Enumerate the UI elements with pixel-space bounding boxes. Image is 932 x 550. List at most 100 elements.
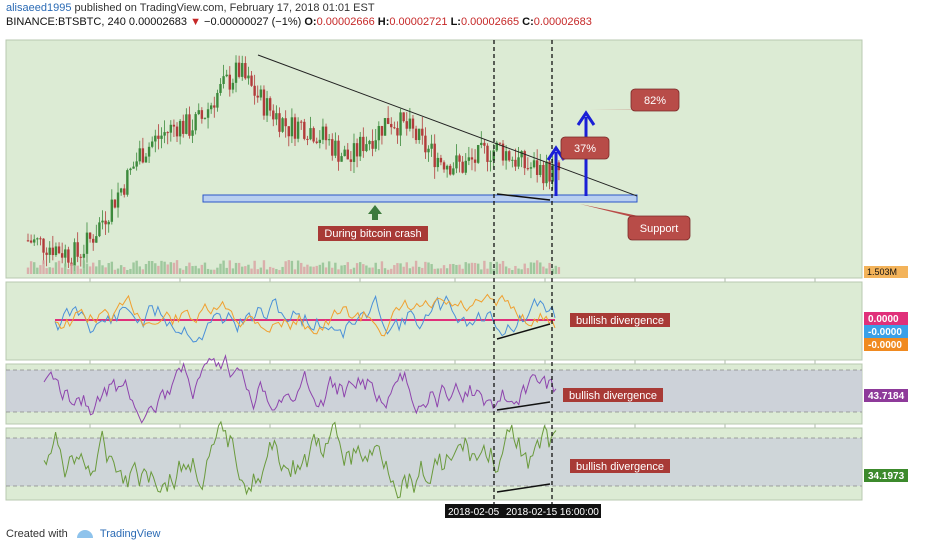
volume-bar <box>458 264 461 274</box>
volume-bar <box>147 260 151 274</box>
volume-bar <box>405 262 408 274</box>
candle-body <box>483 142 486 146</box>
volume-bar <box>318 264 322 274</box>
candle-body <box>421 128 424 136</box>
high-label: H: <box>377 16 390 28</box>
candle-body <box>116 192 120 208</box>
candle-body <box>228 74 232 90</box>
candle-body <box>523 151 526 169</box>
volume-bar <box>383 268 387 274</box>
candle-body <box>76 242 79 257</box>
candle-body <box>188 114 191 136</box>
candle-body <box>542 164 545 184</box>
divergence-label-box <box>570 459 670 473</box>
volume-bar <box>374 262 377 274</box>
volume-bar <box>29 261 33 274</box>
divergence-label-text: bullish divergence <box>569 390 657 402</box>
volume-bar <box>42 260 45 274</box>
candle-body <box>36 238 39 240</box>
callout-82-text: 82% <box>644 95 666 107</box>
candle-body <box>42 238 45 253</box>
candle-body <box>219 84 222 93</box>
divergence-line-rsi <box>496 401 551 411</box>
candle-body <box>26 240 30 242</box>
candle-body <box>203 117 207 119</box>
candle-body <box>352 143 356 162</box>
candle-body <box>334 140 337 156</box>
macd-line-badge-box <box>864 325 908 338</box>
candle-body <box>101 220 104 223</box>
volume-bar <box>554 265 557 274</box>
candle-body <box>290 117 294 137</box>
candle-body <box>119 188 123 193</box>
candle-body <box>436 157 440 168</box>
volume-bar <box>113 269 117 274</box>
candle-body <box>489 160 492 162</box>
callout-support-box <box>627 215 691 241</box>
volume-bar <box>138 266 141 274</box>
volume-bar <box>442 265 446 274</box>
candle-body <box>132 166 135 169</box>
volume-bar <box>250 268 253 274</box>
candle-body <box>206 109 210 118</box>
volume-bar <box>57 260 61 274</box>
candle-body <box>312 128 315 142</box>
candle-body <box>241 63 244 77</box>
candle-body <box>393 127 396 129</box>
candle-body <box>470 157 474 160</box>
divergence-label-box <box>570 313 670 327</box>
volume-bar <box>278 269 281 274</box>
volume-bar <box>402 266 405 274</box>
candle-body <box>82 253 86 258</box>
volume-bar <box>449 264 452 274</box>
volume-bar <box>237 262 241 274</box>
candle-body <box>73 242 76 266</box>
volume-bar <box>123 267 126 274</box>
candle-body <box>113 199 117 208</box>
volume-bar <box>73 265 76 274</box>
tradingview-link[interactable]: TradingView <box>99 528 161 540</box>
volume-bar <box>82 260 86 274</box>
volume-bar <box>495 261 499 274</box>
target-arrow-82-head <box>576 110 596 126</box>
volume-bar <box>45 268 48 274</box>
volume-bar <box>95 266 98 274</box>
candle-body <box>275 113 278 120</box>
candle-body <box>154 135 157 142</box>
volume-bar <box>461 268 464 274</box>
volume-bar <box>523 263 526 274</box>
candle-body <box>383 118 387 136</box>
volume-bar <box>101 265 104 274</box>
volume-bar <box>455 264 458 274</box>
volume-bar <box>172 262 176 274</box>
volume-bar <box>293 269 297 274</box>
volume-bar <box>321 262 325 274</box>
volume-bar <box>408 268 412 274</box>
volume-bar <box>194 265 197 274</box>
candle-body <box>551 164 554 182</box>
candle-body <box>213 105 216 108</box>
volume-bar <box>157 265 160 274</box>
candle-body <box>231 82 235 90</box>
volume-bar <box>343 265 346 274</box>
last-price: 0.00002683 <box>128 16 188 28</box>
tradingview-logo-icon <box>76 530 93 539</box>
volume-bar <box>36 267 39 274</box>
macd-badge-box <box>864 312 908 325</box>
candle-body <box>476 145 480 163</box>
candle-body <box>390 123 393 128</box>
author-link[interactable]: alisaeed1995 <box>6 2 72 14</box>
down-arrow-icon: ▼ <box>190 16 201 28</box>
candle-body <box>88 232 92 239</box>
volume-bar <box>160 260 163 274</box>
close-value: 0.00002683 <box>533 16 592 28</box>
volume-bar <box>300 262 303 274</box>
candle-body <box>511 159 514 161</box>
volume-bar <box>129 268 132 274</box>
candle-body <box>237 62 241 77</box>
volume-bar <box>327 261 331 274</box>
candle-body <box>209 105 213 110</box>
divergence-label-box <box>563 388 663 402</box>
candle-body <box>458 155 461 162</box>
